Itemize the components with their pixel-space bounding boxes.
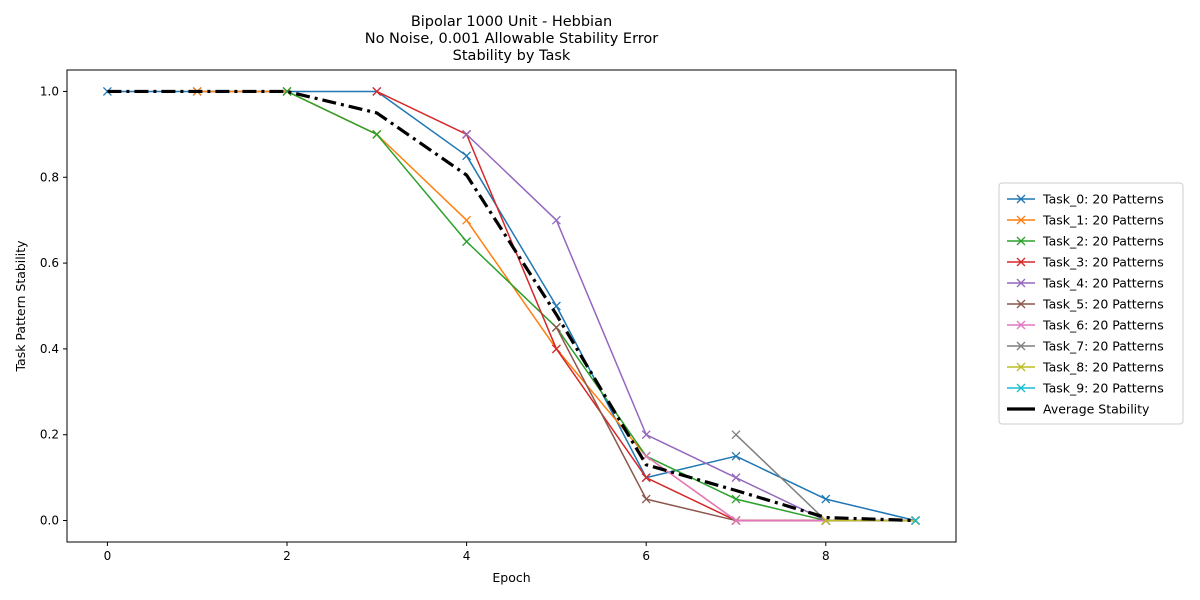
x-tick-label: 6	[642, 549, 650, 563]
chart-title-line: No Noise, 0.001 Allowable Stability Erro…	[365, 31, 659, 47]
legend-marker	[1016, 362, 1026, 372]
x-tick-label: 2	[283, 549, 291, 563]
legend-item: Task_2: 20 Patterns	[1007, 234, 1164, 249]
legend-item: Task_8: 20 Patterns	[1007, 360, 1164, 375]
legend-box	[998, 182, 1184, 425]
series-5	[551, 322, 921, 526]
legend-label: Average Stability	[1043, 402, 1150, 417]
x-axis-ticks: 0 2 4 6 8	[104, 542, 830, 563]
series-9	[911, 516, 921, 526]
data-point-marker	[641, 473, 651, 483]
data-point-marker	[462, 129, 472, 139]
legend-item: Task_1: 20 Patterns	[1007, 213, 1164, 228]
data-point-marker	[911, 516, 921, 526]
data-point-marker	[372, 129, 382, 139]
data-point-marker	[551, 215, 561, 225]
data-point-marker	[641, 430, 651, 440]
x-tick-label: 4	[463, 549, 471, 563]
legend-label: Task_6: 20 Patterns	[1042, 318, 1164, 333]
legend-label: Task_5: 20 Patterns	[1042, 297, 1164, 312]
x-tick-label: 0	[104, 549, 112, 563]
data-point-marker	[731, 451, 741, 461]
chart-title-line: Stability by Task	[453, 48, 571, 64]
legend-item: Task_7: 20 Patterns	[1007, 339, 1164, 354]
data-point-marker	[821, 494, 831, 504]
series-0	[102, 86, 921, 526]
legend-item: Task_9: 20 Patterns	[1007, 381, 1164, 396]
data-point-marker	[462, 151, 472, 161]
legend-label: Task_8: 20 Patterns	[1042, 360, 1164, 375]
legend-item: Task_0: 20 Patterns	[1007, 192, 1164, 207]
data-point-marker	[551, 344, 561, 354]
legend-item: Task_3: 20 Patterns	[1007, 255, 1164, 270]
y-axis-ticks: 0.0 0.2 0.4 0.6 0.8 1.0	[40, 84, 67, 528]
data-point-marker	[102, 86, 112, 96]
legend-label: Task_2: 20 Patterns	[1042, 234, 1164, 249]
legend-label: Task_1: 20 Patterns	[1042, 213, 1164, 228]
legend-label: Task_9: 20 Patterns	[1042, 381, 1164, 396]
x-tick-label: 8	[822, 549, 830, 563]
y-tick-label: 0.0	[40, 514, 59, 528]
legend-marker	[1016, 278, 1026, 288]
legend-marker	[1016, 383, 1026, 393]
y-axis-label: Task Pattern Stability	[13, 240, 28, 373]
data-point-marker	[731, 494, 741, 504]
series-line	[466, 133, 916, 522]
y-tick-label: 1.0	[40, 84, 59, 98]
legend-item: Task_6: 20 Patterns	[1007, 318, 1164, 333]
y-tick-label: 0.6	[40, 256, 59, 270]
data-point-marker	[731, 516, 741, 526]
data-point-marker	[462, 215, 472, 225]
legend-label: Task_3: 20 Patterns	[1042, 255, 1164, 270]
data-point-marker	[641, 494, 651, 504]
data-point-marker	[372, 86, 382, 96]
data-point-marker	[731, 430, 741, 440]
series-3	[372, 86, 921, 526]
legend-item: Task_5: 20 Patterns	[1007, 297, 1164, 312]
legend-marker	[1016, 215, 1026, 225]
legend-marker	[1016, 236, 1026, 246]
series-10	[107, 89, 916, 523]
average-stability-line	[107, 89, 916, 523]
data-point-marker	[551, 322, 561, 332]
legend-label: Task_4: 20 Patterns	[1042, 276, 1164, 291]
y-tick-label: 0.2	[40, 428, 59, 442]
legend-marker	[1016, 257, 1026, 267]
chart-title-line: Bipolar 1000 Unit - Hebbian	[411, 14, 612, 30]
data-point-marker	[282, 86, 292, 96]
series-line	[735, 434, 916, 522]
legend-marker	[1016, 320, 1026, 330]
legend-label: Task_0: 20 Patterns	[1042, 192, 1164, 207]
series-2	[282, 86, 921, 526]
plot-area-frame	[66, 69, 957, 543]
y-tick-label: 0.8	[40, 170, 59, 184]
series-6	[641, 451, 921, 526]
y-tick-label: 0.4	[40, 342, 59, 356]
data-point-marker	[462, 237, 472, 247]
data-point-marker	[731, 473, 741, 483]
legend-label: Task_7: 20 Patterns	[1042, 339, 1164, 354]
series-layer	[102, 86, 921, 526]
legend-item: Average Stability	[1007, 402, 1150, 417]
series-4	[462, 129, 921, 526]
legend-marker	[1016, 299, 1026, 309]
series-7	[731, 430, 921, 526]
legend: Task_0: 20 Patterns Task_1: 20 Patterns Ta…	[998, 182, 1184, 425]
legend-item: Task_4: 20 Patterns	[1007, 276, 1164, 291]
legend-marker	[1016, 194, 1026, 204]
x-axis-label: Epoch	[492, 570, 530, 585]
series-line	[107, 90, 916, 522]
series-line	[286, 90, 916, 522]
legend-marker	[1016, 341, 1026, 351]
